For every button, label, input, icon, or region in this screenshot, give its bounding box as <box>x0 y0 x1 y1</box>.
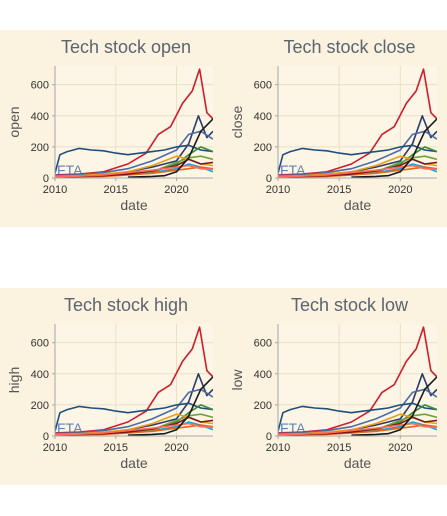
x-tick-label: 2020 <box>164 184 188 196</box>
y-tick-label: 400 <box>31 369 49 381</box>
x-axis-label: date <box>120 197 147 213</box>
chart-open: Tech stock open FTA 0 200 400 600 2010 2015 2020… <box>6 37 213 213</box>
x-tick-label: 2010 <box>43 184 67 196</box>
x-tick-label: 2010 <box>43 442 67 454</box>
y-tick-label: 600 <box>254 80 272 92</box>
series-line-2 <box>55 130 213 177</box>
chart-annotation: FTA <box>57 420 83 436</box>
chart-annotation: FTA <box>280 162 306 178</box>
y-axis-label: high <box>6 367 22 393</box>
y-tick-label: 200 <box>254 400 272 412</box>
y-tick-label: 0 <box>266 431 272 443</box>
y-tick-label: 0 <box>266 173 272 185</box>
chart-panel-open: Tech stock open FTA 0 200 400 600 2010 2015 2020… <box>0 30 223 227</box>
x-tick-label: 2020 <box>164 442 188 454</box>
series-group <box>278 68 437 178</box>
y-axis-label: low <box>229 369 245 391</box>
y-tick-label: 600 <box>31 338 49 350</box>
y-tick-label: 400 <box>254 111 272 123</box>
x-tick-label: 2015 <box>327 442 351 454</box>
series-line-11 <box>351 376 437 436</box>
y-tick-label: 400 <box>31 111 49 123</box>
series-line-10 <box>278 164 437 178</box>
series-line-2 <box>278 388 437 435</box>
x-axis-label: date <box>344 197 371 213</box>
chart-high: Tech stock high FTA 0 200 400 600 2010 2015 2020… <box>6 295 213 471</box>
chart-title: Tech stock low <box>291 295 409 315</box>
y-tick-label: 400 <box>254 369 272 381</box>
chart-panel-close: Tech stock close FTA 0 200 400 600 2010 2015 202… <box>223 30 447 227</box>
y-tick-label: 0 <box>43 431 49 443</box>
chart-title: Tech stock open <box>61 37 191 57</box>
chart-low: Tech stock low FTA 0 200 400 600 2010 2015 2020 d… <box>229 295 437 471</box>
y-tick-label: 200 <box>31 142 49 154</box>
x-tick-label: 2015 <box>104 184 128 196</box>
x-axis-label: date <box>344 455 371 471</box>
series-group <box>55 326 213 436</box>
series-line-2 <box>55 388 213 435</box>
y-tick-label: 200 <box>31 400 49 412</box>
series-group <box>278 326 437 436</box>
x-tick-label: 2020 <box>388 442 412 454</box>
series-line-3 <box>55 144 213 174</box>
x-tick-label: 2015 <box>327 184 351 196</box>
series-line-2 <box>278 130 437 177</box>
series-line-3 <box>55 402 213 432</box>
chart-title: Tech stock close <box>283 37 415 57</box>
y-tick-label: 0 <box>43 173 49 185</box>
series-group <box>55 68 213 178</box>
y-axis-label: open <box>6 106 22 137</box>
series-line-11 <box>127 376 213 436</box>
chart-panel-low: Tech stock low FTA 0 200 400 600 2010 2015 2020 d… <box>223 288 447 485</box>
y-tick-label: 600 <box>31 80 49 92</box>
chart-annotation: FTA <box>280 420 306 436</box>
x-tick-label: 2020 <box>388 184 412 196</box>
series-line-11 <box>127 118 213 178</box>
series-line-10 <box>278 422 437 436</box>
chart-panel-high: Tech stock high FTA 0 200 400 600 2010 2015 2020… <box>0 288 223 485</box>
y-tick-label: 200 <box>254 142 272 154</box>
x-tick-label: 2010 <box>266 442 290 454</box>
series-line-3 <box>278 402 437 432</box>
y-axis-label: close <box>229 105 245 138</box>
x-tick-label: 2015 <box>104 442 128 454</box>
series-line-10 <box>55 164 213 178</box>
series-line-3 <box>278 144 437 174</box>
chart-title: Tech stock high <box>64 295 188 315</box>
chart-annotation: FTA <box>57 162 83 178</box>
y-tick-label: 600 <box>254 338 272 350</box>
x-tick-label: 2010 <box>266 184 290 196</box>
x-axis-label: date <box>120 455 147 471</box>
series-line-11 <box>351 118 437 178</box>
series-line-10 <box>55 422 213 436</box>
chart-close: Tech stock close FTA 0 200 400 600 2010 2015 202… <box>229 37 437 213</box>
